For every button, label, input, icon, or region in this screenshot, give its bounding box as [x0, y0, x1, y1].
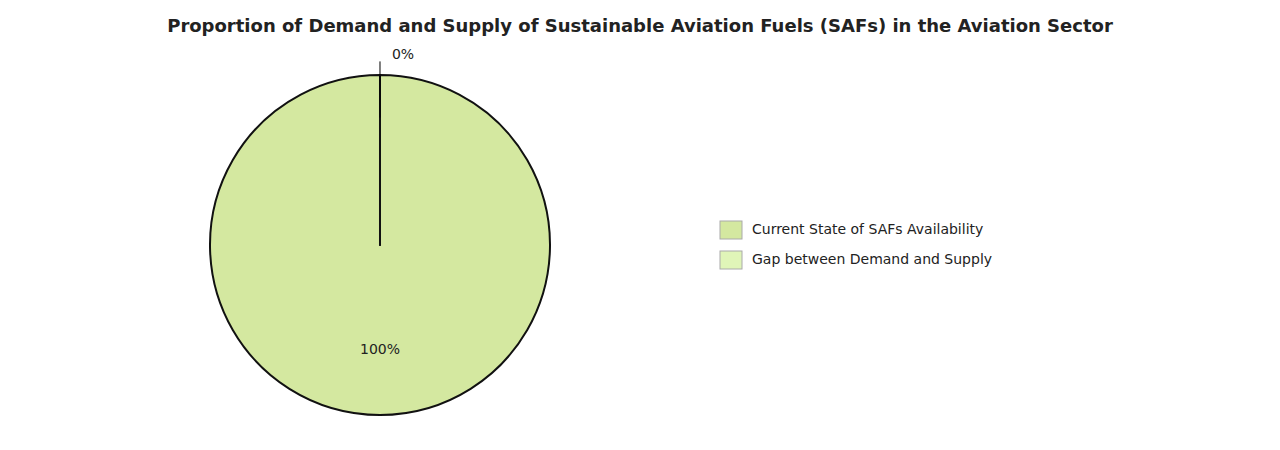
legend-swatch — [720, 251, 742, 269]
legend: Current State of SAFs Availability Gap be… — [720, 221, 992, 269]
leader-line — [379, 61, 380, 117]
legend-label: Gap between Demand and Supply — [752, 251, 992, 267]
chart-container: Proportion of Demand and Supply of Susta… — [0, 0, 1280, 450]
chart-svg: Proportion of Demand and Supply of Susta… — [0, 0, 1280, 450]
data-labels: 100% 0% — [360, 46, 414, 358]
pie — [210, 75, 550, 415]
data-label: 0% — [392, 46, 414, 62]
legend-swatch — [720, 221, 742, 239]
legend-label: Current State of SAFs Availability — [752, 221, 983, 237]
pie-slice — [210, 75, 550, 415]
data-label: 100% — [360, 341, 400, 357]
chart-title: Proportion of Demand and Supply of Susta… — [167, 15, 1113, 36]
background — [0, 0, 1280, 450]
